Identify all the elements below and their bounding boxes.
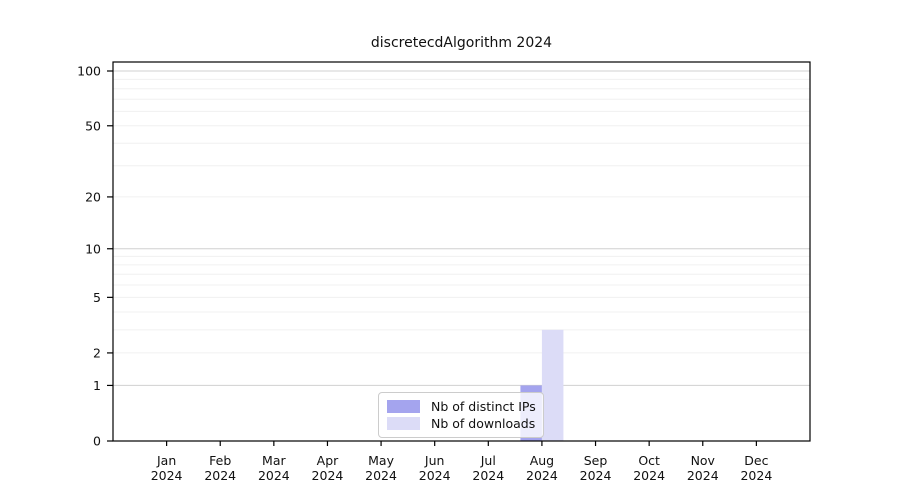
- x-tick-label-month-nov: Nov: [691, 453, 716, 468]
- x-tick-label-month-aug: Aug: [530, 453, 554, 468]
- y-tick-label-5: 5: [93, 290, 101, 305]
- x-tick-label-year-apr: 2024: [312, 468, 344, 483]
- y-tick-label-0: 0: [93, 434, 101, 449]
- x-tick-label-month-jul: Jul: [480, 453, 496, 468]
- legend-swatch-downloads: [387, 417, 420, 430]
- y-tick-label-20: 20: [85, 189, 101, 204]
- x-tick-label-year-feb: 2024: [204, 468, 236, 483]
- bar-nb-of-downloads-aug-2024: [541, 329, 564, 441]
- y-tick-label-1: 1: [93, 378, 101, 393]
- y-tick-label-50: 50: [85, 118, 101, 133]
- x-tick-label-month-oct: Oct: [638, 453, 660, 468]
- x-tick-label-year-jul: 2024: [472, 468, 504, 483]
- legend-item-distinct-ips: Nb of distinct IPs: [387, 398, 536, 415]
- x-tick-label-year-jun: 2024: [419, 468, 451, 483]
- x-tick-label-year-jan: 2024: [151, 468, 183, 483]
- x-tick-label-year-sep: 2024: [580, 468, 612, 483]
- plot-border: [112, 61, 811, 442]
- y-tick-label-100: 100: [77, 64, 101, 79]
- x-tick-label-year-nov: 2024: [687, 468, 719, 483]
- x-tick-label-month-mar: Mar: [262, 453, 286, 468]
- x-tick-label-month-jan: Jan: [156, 453, 176, 468]
- x-tick-label-year-aug: 2024: [526, 468, 558, 483]
- x-tick-label-month-jun: Jun: [424, 453, 445, 468]
- legend-swatch-distinct-ips: [387, 400, 420, 413]
- chart-legend: Nb of distinct IPs Nb of downloads: [378, 392, 544, 438]
- y-tick-label-2: 2: [93, 345, 101, 360]
- x-tick-label-year-mar: 2024: [258, 468, 290, 483]
- y-tick-label-10: 10: [85, 241, 101, 256]
- x-tick-label-year-dec: 2024: [740, 468, 772, 483]
- x-tick-label-month-sep: Sep: [584, 453, 608, 468]
- chart-title: discretecdAlgorithm 2024: [370, 35, 553, 51]
- x-tick-label-month-apr: Apr: [317, 453, 339, 468]
- legend-item-downloads: Nb of downloads: [387, 415, 535, 432]
- x-tick-label-month-feb: Feb: [209, 453, 231, 468]
- x-tick-label-month-dec: Dec: [744, 453, 768, 468]
- legend-label-distinct-ips: Nb of distinct IPs: [431, 399, 536, 414]
- legend-label-downloads: Nb of downloads: [431, 416, 536, 431]
- x-tick-label-year-oct: 2024: [633, 468, 665, 483]
- x-tick-label-year-may: 2024: [365, 468, 397, 483]
- x-tick-label-month-may: May: [368, 453, 394, 468]
